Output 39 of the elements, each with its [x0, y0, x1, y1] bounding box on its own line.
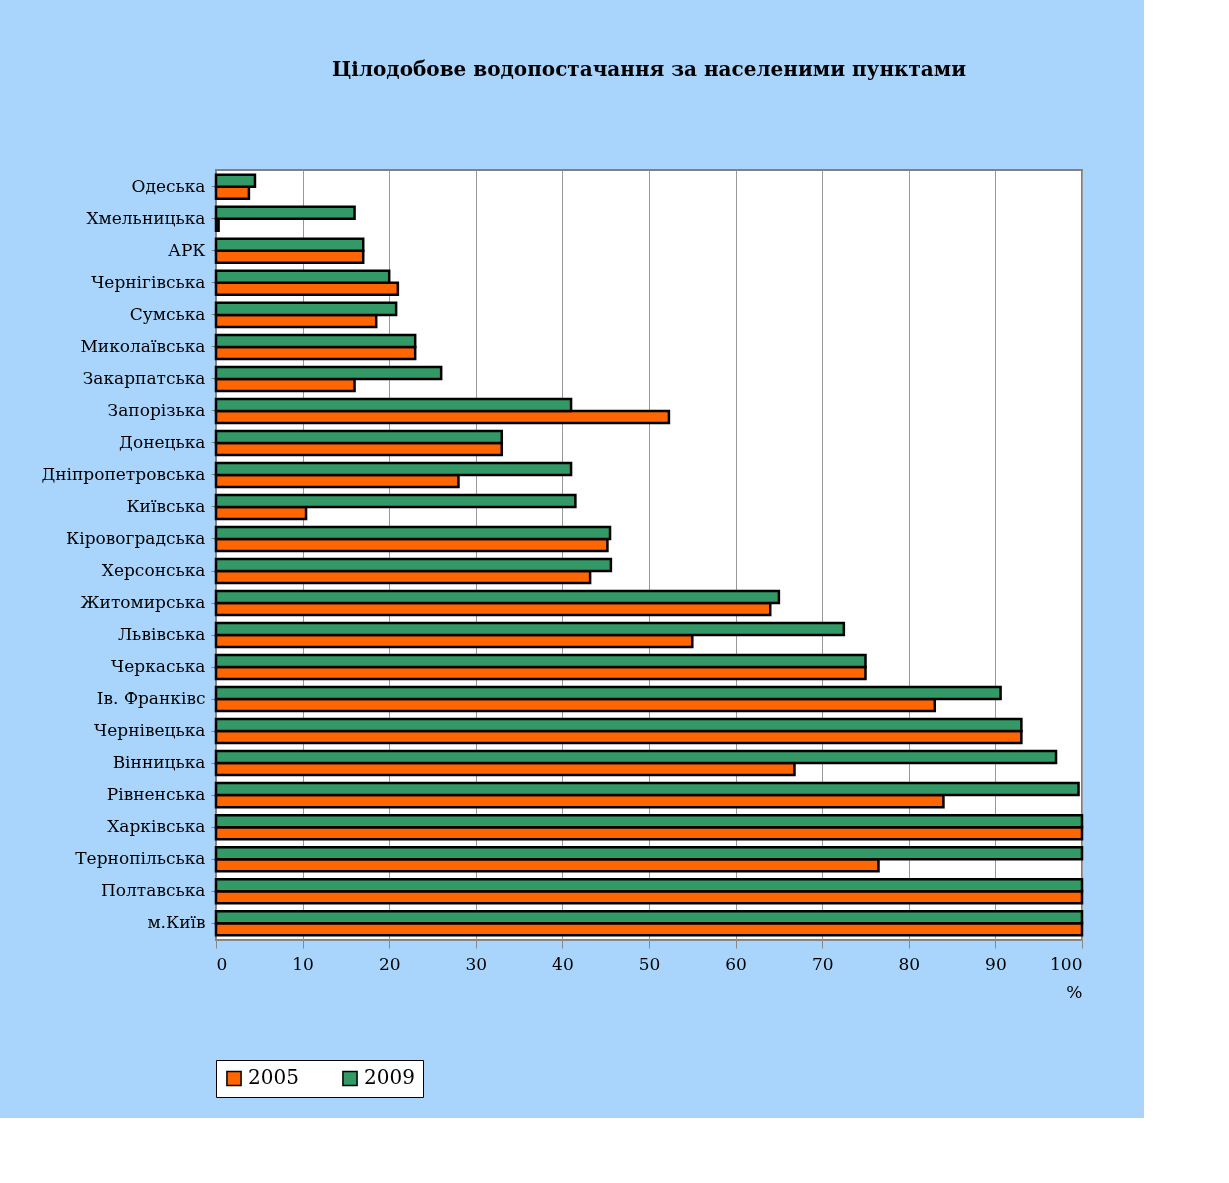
legend-label: 2009 — [364, 1065, 415, 1090]
x-tick-label: 30 — [465, 953, 488, 974]
x-tick-label: 90 — [985, 953, 1007, 974]
y-tick-label: АРК — [168, 239, 206, 260]
y-tick-label: Житомирська — [80, 592, 206, 613]
y-tick-label: Дніпропетровська — [41, 463, 206, 484]
x-tick-label: 80 — [898, 953, 921, 974]
x-tick-label: 60 — [725, 953, 747, 974]
y-tick-label: Львівська — [117, 624, 206, 645]
x-tick-label: 40 — [552, 953, 574, 974]
y-tick-label: Харківська — [107, 816, 206, 837]
x-tick-label: 50 — [638, 953, 661, 974]
y-tick-label: Полтавська — [100, 880, 206, 901]
x-tick-label: 20 — [378, 953, 401, 974]
y-tick-label: Київська — [126, 495, 206, 516]
x-tick-label: 10 — [292, 953, 314, 974]
y-tick-label: Черкаська — [111, 656, 206, 677]
y-tick-label: Херсонська — [101, 560, 206, 581]
y-tick-label: Одеська — [131, 175, 206, 196]
y-tick-label: Чернігівська — [91, 271, 206, 292]
y-tick-label: Сумська — [129, 303, 206, 324]
y-tick-label: Кіровоградська — [66, 527, 206, 548]
x-axis-title: % — [1066, 981, 1083, 1002]
y-tick-label: Тернопільська — [75, 848, 206, 869]
y-tick-label: Хмельницька — [86, 207, 206, 228]
y-tick-label: Рівненська — [106, 784, 206, 805]
x-tick-label: 0 — [216, 953, 228, 974]
y-tick-label: Запорізька — [107, 399, 206, 420]
y-tick-label: м.Київ — [147, 912, 206, 933]
y-tick-label: Закарпатська — [82, 367, 206, 388]
y-tick-label: Ів. Франківс — [96, 688, 206, 709]
chart-title: Цілодобове водопостачання за населеними пунктами — [331, 57, 967, 81]
x-tick-label: 100 — [1050, 953, 1083, 974]
y-tick-label: Вінницька — [112, 752, 206, 773]
x-tick-label: 70 — [811, 953, 834, 974]
legend-label: 2005 — [248, 1065, 299, 1090]
y-tick-label: Чернівецька — [94, 720, 206, 741]
y-tick-label: Миколаївська — [80, 335, 206, 356]
y-tick-label: Донецька — [119, 431, 206, 452]
